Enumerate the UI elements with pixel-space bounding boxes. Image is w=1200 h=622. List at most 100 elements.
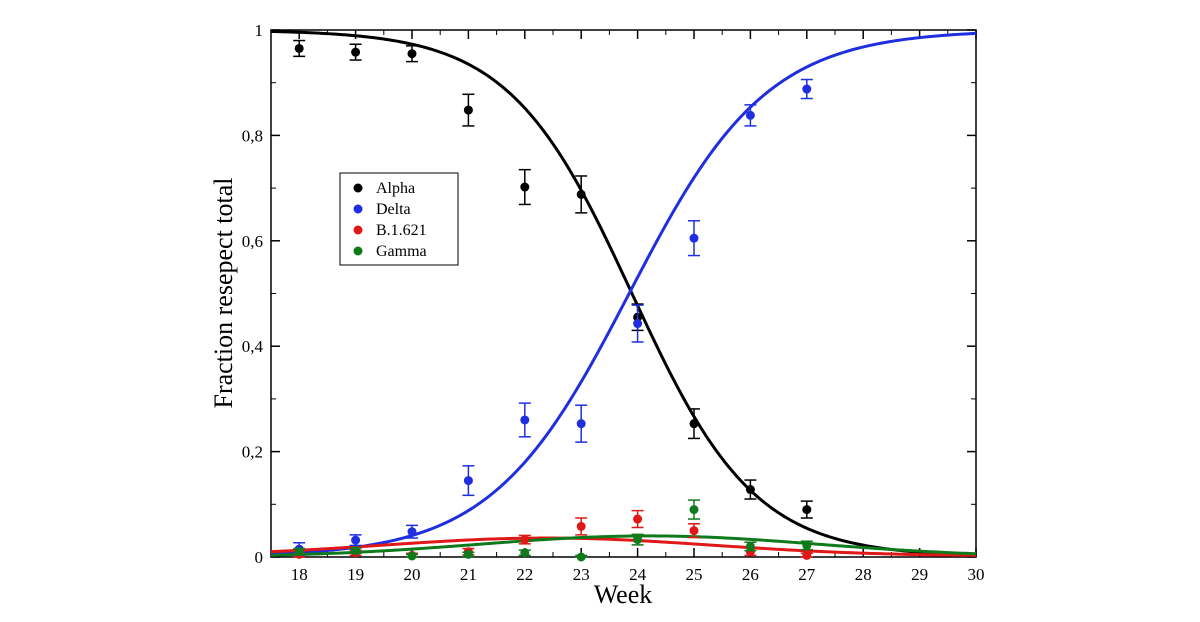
data-point-gamma bbox=[293, 547, 306, 557]
plot-frame bbox=[270, 29, 977, 558]
y-tick-label-0-2: 0,2 bbox=[242, 443, 263, 462]
data-marker bbox=[745, 541, 755, 551]
legend-label: B.1.621 bbox=[376, 222, 427, 239]
legend-entry-delta: Delta bbox=[353, 201, 411, 218]
data-marker bbox=[633, 514, 643, 524]
data-marker bbox=[351, 47, 361, 57]
data-marker bbox=[802, 505, 812, 515]
legend-label: Delta bbox=[376, 201, 411, 218]
axis-ticks: 18 19 20 21 22 23 24 25 26 27 28 29 30 0 0,2 0,4 0,6 0,8 1 bbox=[242, 21, 985, 584]
data-point-delta bbox=[575, 404, 588, 443]
fit-curves bbox=[270, 29, 977, 557]
x-tick-label-29: 29 bbox=[911, 565, 928, 584]
data-marker bbox=[294, 547, 304, 557]
fit-curve-delta bbox=[270, 31, 977, 556]
data-point-gamma bbox=[800, 540, 813, 551]
data-point-b-1-621 bbox=[800, 550, 813, 560]
data-marker bbox=[351, 546, 361, 556]
legend-label: Gamma bbox=[376, 243, 427, 260]
x-tick-label-24: 24 bbox=[629, 565, 647, 584]
data-point-delta bbox=[462, 465, 475, 497]
y-tick-label-0: 0 bbox=[255, 548, 264, 567]
data-marker bbox=[351, 535, 361, 545]
fit-curve-alpha bbox=[270, 29, 977, 557]
data-marker bbox=[576, 521, 586, 531]
data-point-gamma bbox=[688, 499, 700, 520]
data-point-alpha bbox=[293, 39, 306, 58]
legend-entry-b-1-621: B.1.621 bbox=[353, 222, 427, 239]
data-point-b-1-621 bbox=[631, 509, 644, 529]
data-point-delta bbox=[518, 402, 531, 438]
data-points bbox=[293, 39, 813, 562]
data-marker bbox=[745, 110, 755, 120]
y-tick-label-0-4: 0,4 bbox=[242, 337, 264, 356]
fit-curve-gamma bbox=[270, 534, 977, 557]
legend-marker bbox=[353, 183, 363, 193]
x-tick-label-18: 18 bbox=[291, 565, 308, 584]
legend-marker bbox=[353, 204, 363, 214]
x-tick-label-21: 21 bbox=[460, 565, 477, 584]
x-axis-title: Week bbox=[594, 580, 653, 609]
data-marker bbox=[407, 551, 417, 561]
legend-entry-gamma: Gamma bbox=[353, 243, 427, 260]
data-point-delta bbox=[631, 304, 644, 343]
data-point-b-1-621 bbox=[575, 517, 588, 536]
data-marker bbox=[802, 540, 812, 550]
data-point-alpha bbox=[349, 43, 362, 61]
x-tick-label-26: 26 bbox=[742, 565, 759, 584]
data-marker bbox=[576, 419, 586, 429]
y-tick-label-0-8: 0,8 bbox=[242, 126, 263, 145]
data-marker bbox=[689, 419, 699, 429]
data-marker bbox=[576, 552, 586, 562]
data-point-alpha bbox=[518, 168, 531, 206]
data-point-gamma bbox=[575, 552, 588, 562]
data-marker bbox=[294, 43, 304, 53]
data-marker bbox=[633, 319, 643, 329]
x-tick-label-23: 23 bbox=[573, 565, 590, 584]
legend: Alpha Delta B.1.621 Gamma bbox=[339, 172, 459, 266]
data-point-delta bbox=[800, 78, 813, 100]
data-marker bbox=[463, 549, 473, 559]
data-marker bbox=[407, 527, 417, 537]
x-tick-label-28: 28 bbox=[855, 565, 872, 584]
data-marker bbox=[689, 505, 699, 515]
data-marker bbox=[802, 84, 812, 94]
data-point-alpha bbox=[688, 408, 700, 440]
data-point-gamma bbox=[349, 546, 362, 556]
data-point-delta bbox=[406, 524, 418, 539]
data-point-gamma bbox=[462, 549, 475, 559]
data-point-b-1-621 bbox=[688, 523, 700, 539]
data-point-delta bbox=[744, 104, 757, 127]
data-point-delta bbox=[688, 220, 700, 257]
data-point-gamma bbox=[518, 548, 531, 558]
x-tick-label-22: 22 bbox=[516, 565, 533, 584]
x-tick-label-27: 27 bbox=[798, 565, 816, 584]
data-marker bbox=[407, 49, 417, 59]
data-marker bbox=[520, 535, 530, 545]
legend-marker bbox=[353, 246, 363, 256]
data-point-alpha bbox=[462, 93, 475, 127]
data-marker bbox=[802, 550, 812, 560]
data-point-gamma bbox=[406, 551, 418, 561]
data-marker bbox=[633, 535, 643, 545]
data-marker bbox=[689, 233, 699, 243]
data-point-alpha bbox=[406, 45, 418, 63]
data-point-alpha bbox=[744, 479, 757, 500]
x-tick-label-30: 30 bbox=[968, 565, 985, 584]
data-point-delta bbox=[349, 534, 362, 547]
data-point-b-1-621 bbox=[518, 534, 531, 545]
data-marker bbox=[463, 105, 473, 115]
x-tick-label-19: 19 bbox=[347, 565, 364, 584]
y-axis-title: Fraction resepect total bbox=[209, 177, 238, 408]
data-marker bbox=[689, 526, 699, 536]
data-point-gamma bbox=[631, 533, 644, 546]
data-marker bbox=[463, 476, 473, 486]
data-point-alpha bbox=[800, 500, 813, 519]
legend-entry-alpha: Alpha bbox=[353, 180, 415, 197]
y-tick-label-0-6: 0,6 bbox=[242, 232, 263, 251]
fit-curve-b-1-621 bbox=[270, 536, 977, 557]
legend-marker bbox=[353, 225, 363, 235]
data-point-alpha bbox=[575, 175, 588, 214]
x-tick-label-20: 20 bbox=[404, 565, 421, 584]
